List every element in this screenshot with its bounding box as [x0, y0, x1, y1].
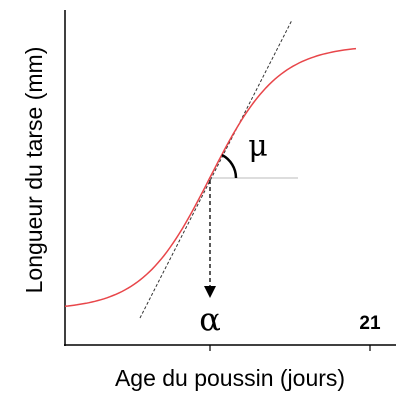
slope-label: μ [248, 129, 268, 164]
y-axis-label: Longueur du tarse (mm) [21, 47, 47, 294]
x-axis-label: Age du poussin (jours) [115, 365, 345, 391]
x-end-label: 21 [359, 313, 381, 334]
inflection-label: α [199, 301, 221, 339]
tangent-line [139, 19, 293, 319]
growth-curve [64, 47, 357, 308]
arrowhead [204, 286, 216, 298]
angle-arc [221, 153, 238, 179]
